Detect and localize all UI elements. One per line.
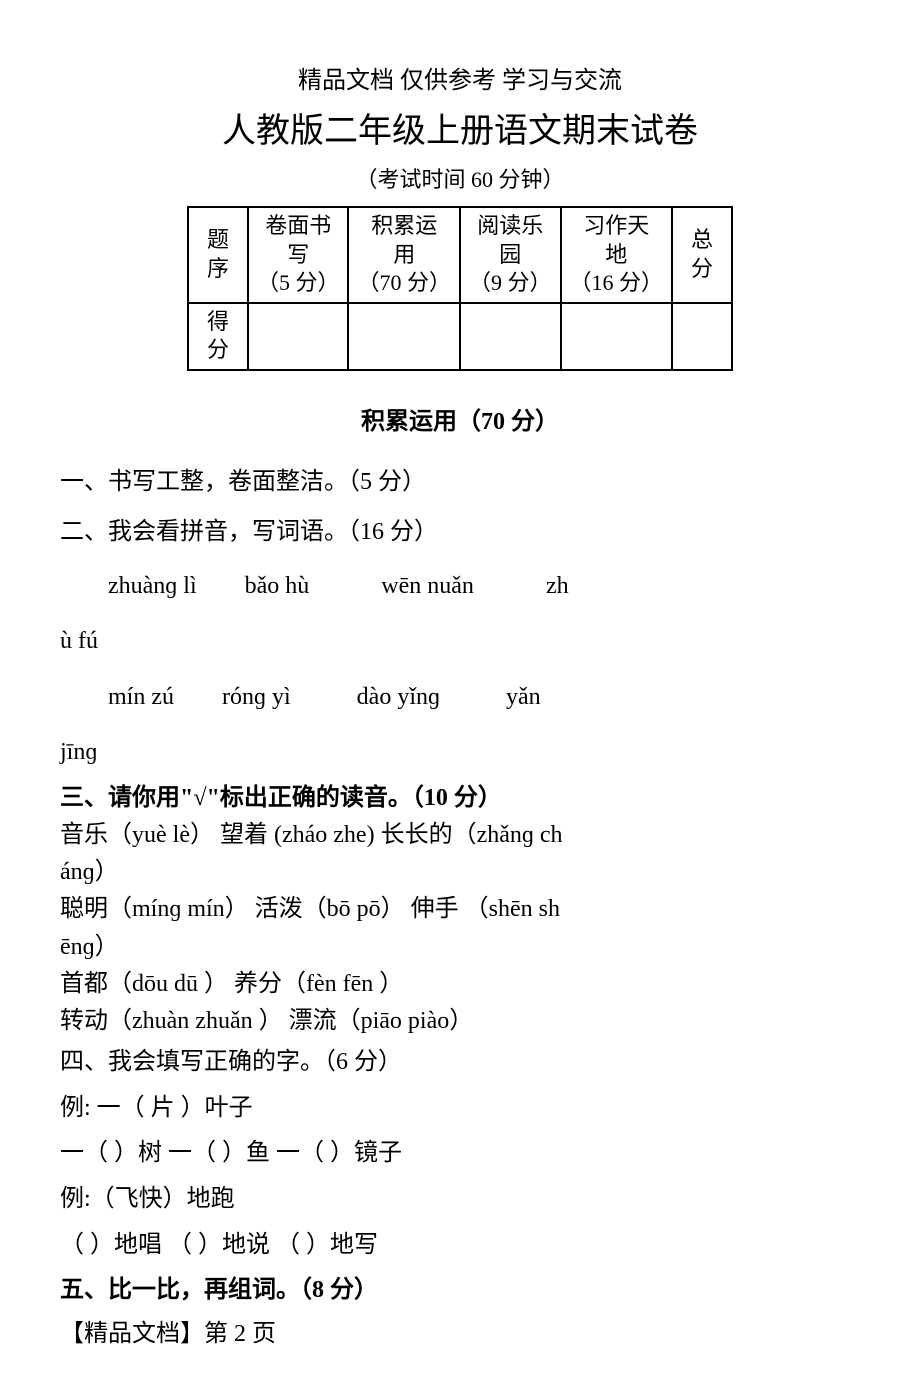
col-4: 习作天 地 （16 分） <box>561 207 673 303</box>
q3-line-2b: ēnɡ） <box>60 929 860 966</box>
row-label-1: 题序 <box>188 207 248 303</box>
col-total: 总 分 <box>672 207 732 303</box>
pinyin-row-2: mín zú rónɡ yì dào yǐnɡ yǎn <box>60 670 860 725</box>
score-table-header-row: 题序 卷面书 写 （5 分） 积累运 用 （70 分） 阅读乐 园 （9 分） … <box>188 207 732 303</box>
section-title: 积累运用（70 分） <box>60 401 860 436</box>
page-footer: 【精品文档】第 2 页 <box>60 1313 276 1348</box>
question-5: 五、比一比，再组词。（8 分） <box>60 1268 860 1314</box>
page-title: 人教版二年级上册语文期末试卷 <box>60 103 860 152</box>
question-3-title: 三、请你用"√"标出正确的读音。（10 分） <box>60 780 860 817</box>
score-table-score-row: 得分 <box>188 303 732 370</box>
score-cell-1 <box>248 303 349 370</box>
q3-line-3: 首都（dōu dū ） 养分（fèn fēn ） <box>60 966 860 1003</box>
score-cell-2 <box>348 303 460 370</box>
q3-line-1a: 音乐（yuè lè） 望着 (zháo zhe) 长长的（zhǎnɡ ch <box>60 817 860 854</box>
score-table: 题序 卷面书 写 （5 分） 积累运 用 （70 分） 阅读乐 园 （9 分） … <box>187 206 733 371</box>
header-note: 精品文档 仅供参考 学习与交流 <box>60 60 860 95</box>
q4-line-2: （ ）地唱 （ ）地说 （ ）地写 <box>60 1223 860 1269</box>
pinyin-row-2b: jīnɡ <box>60 725 860 780</box>
score-cell-total <box>672 303 732 370</box>
score-cell-4 <box>561 303 673 370</box>
question-4: 四、我会填写正确的字。（6 分） 例: 一（ 片 ）叶子 一（ ）树 一（ ）鱼… <box>60 1040 860 1268</box>
q3-line-1b: ánɡ） <box>60 854 860 891</box>
q4-example-1: 例: 一（ 片 ）叶子 <box>60 1086 860 1132</box>
question-1: 一、书写工整，卷面整洁。（5 分） <box>60 460 860 506</box>
q3-line-2a: 聪明（mínɡ mín） 活泼（bō pō） 伸手 （shēn sh <box>60 891 860 928</box>
question-2-pinyin: zhuànɡ lì bǎo hù wēn nuǎn zh ù fú mín zú… <box>60 559 860 780</box>
q4-line-1: 一（ ）树 一（ ）鱼 一（ ）镜子 <box>60 1131 860 1177</box>
question-3: 三、请你用"√"标出正确的读音。（10 分） 音乐（yuè lè） 望着 (zh… <box>60 780 860 1040</box>
col-2: 积累运 用 （70 分） <box>348 207 460 303</box>
q4-example-2: 例:（飞快）地跑 <box>60 1177 860 1223</box>
col-1: 卷面书 写 （5 分） <box>248 207 349 303</box>
score-cell-3 <box>460 303 561 370</box>
pinyin-row-1b: ù fú <box>60 614 860 669</box>
question-4-title: 四、我会填写正确的字。（6 分） <box>60 1040 860 1086</box>
col-3: 阅读乐 园 （9 分） <box>460 207 561 303</box>
question-2-title: 二、我会看拼音，写词语。（16 分） <box>60 510 860 556</box>
exam-duration: （考试时间 60 分钟） <box>60 162 860 194</box>
pinyin-row-1: zhuànɡ lì bǎo hù wēn nuǎn zh <box>60 559 860 614</box>
row-label-2: 得分 <box>188 303 248 370</box>
q3-line-4: 转动（zhuàn zhuǎn ） 漂流（piāo piào） <box>60 1003 860 1040</box>
